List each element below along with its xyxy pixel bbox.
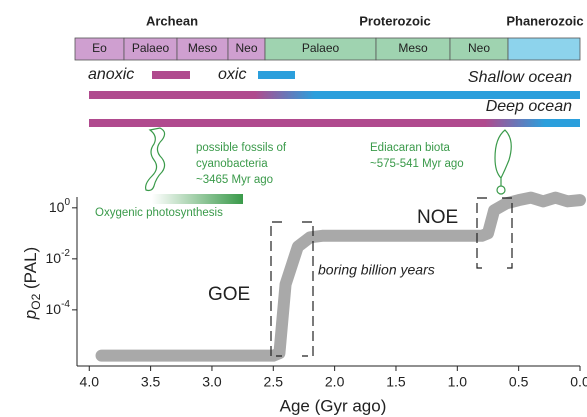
x-axis-label: Age (Gyr ago) [280,396,387,415]
legend-swatch [152,71,190,79]
photosynthesis-bar [152,194,243,204]
x-tick-label: 0.5 [509,374,529,390]
annotation: ~3465 Myr ago [196,174,273,186]
plot: 4.0 3.5 3.0 2.5 2.0 1.5 1.0 0.5 0.0 100 10-2 10-4 [46,191,587,390]
x-tick-label: 0.0 [570,374,587,390]
fossil-icon [494,129,512,186]
era-label: Neo [468,41,490,55]
era-label: Palaeo [302,41,340,55]
y-tick-label: 10-2 [46,247,71,265]
fossil-icon [496,185,506,195]
x-tick-label: 4.0 [80,374,100,390]
y-tick-label: 100 [49,196,71,214]
ocean-bar [89,91,580,99]
eon-label: Archean [146,13,198,28]
annotation: Ediacaran biota [370,142,451,154]
legend-anoxic: anoxic [88,66,134,83]
y-label-part: p [21,310,40,320]
x-tick-label: 2.5 [264,374,284,390]
o2-curve [95,191,586,362]
x-tick-label: 2.0 [325,374,345,390]
annotation: cyanobacteria [196,158,268,170]
ocean-label: Shallow ocean [468,69,572,86]
era-cell [507,37,581,61]
goe-label: GOE [208,284,250,305]
annotation: Oxygenic photosynthesis [95,207,223,219]
x-tick-label: 1.0 [448,374,468,390]
y-label-part: (PAL) [21,247,40,294]
y-tick-label: 10-4 [46,299,71,317]
ocean-bar [89,119,580,127]
annotation: ~575-541 Myr ago [370,158,464,170]
era-label: Palaeo [132,41,170,55]
y-label-part: O2 [29,293,43,309]
x-tick-label: 3.5 [141,374,161,390]
era-label: Eo [92,41,107,55]
annotation: possible fossils of [196,142,287,154]
legend-swatch [258,71,295,79]
eon-label: Proterozoic [359,13,431,28]
x-tick-label: 1.5 [386,374,406,390]
legend-oxic: oxic [218,66,246,83]
era-label: Neo [235,41,257,55]
ocean-label: Deep ocean [486,98,572,115]
noe-label: NOE [417,207,458,228]
fossil-icon [145,127,166,192]
eon-bar: Archean Eo Palaeo Meso Neo Proterozoic Palaeo M… [74,13,584,61]
era-label: Meso [188,41,218,55]
boring-label: boring billion years [318,262,435,278]
eon-label: Phanerozoic [506,13,583,28]
x-tick-label: 3.0 [202,374,222,390]
era-label: Meso [398,41,428,55]
y-axis-label: pO2 (PAL) [21,247,43,320]
bracket [270,197,513,357]
